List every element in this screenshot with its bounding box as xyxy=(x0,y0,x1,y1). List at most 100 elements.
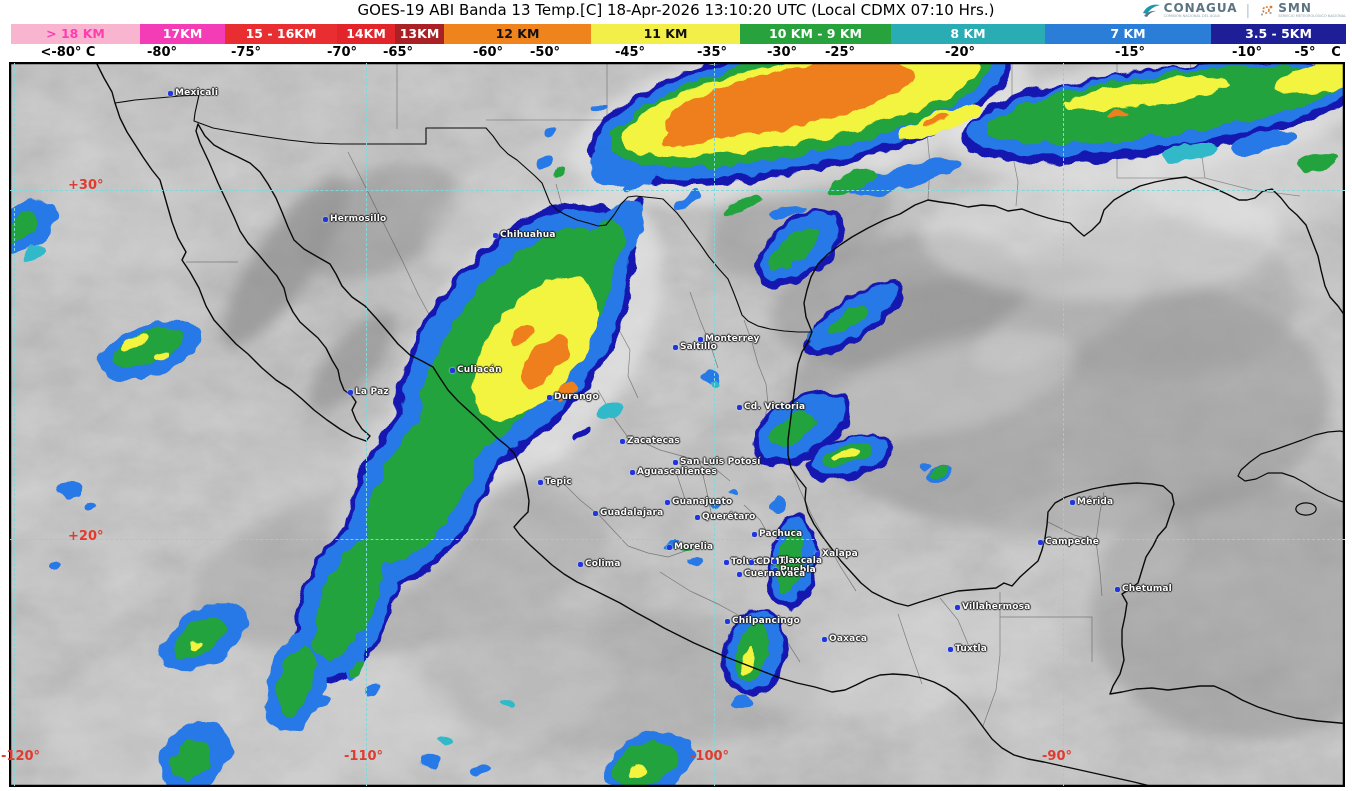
city-marker-icon xyxy=(724,559,729,565)
city-name: San Luis Potosí xyxy=(680,457,761,467)
city-marker-icon xyxy=(323,216,328,222)
temperature-label: -60° xyxy=(473,45,503,60)
conagua-logo: CONAGUA COMISIÓN NACIONAL DEL AGUA xyxy=(1141,2,1238,19)
city-label: Aguascalientes xyxy=(630,467,717,477)
city-name: Aguascalientes xyxy=(637,467,717,477)
city-label: Chetumal xyxy=(1115,584,1172,594)
smn-logo: SMN SERVICIO METEOROLÓGICO NACIONAL xyxy=(1258,2,1346,19)
temperature-label: -70° xyxy=(327,45,357,60)
altitude-segment: 7 KM xyxy=(1045,24,1211,44)
city-label: Campeche xyxy=(1038,537,1099,547)
city-name: Saltillo xyxy=(680,342,717,352)
smn-sublabel: SERVICIO METEOROLÓGICO NACIONAL xyxy=(1278,14,1346,18)
city-name: Querétaro xyxy=(702,512,756,522)
temperature-label: -50° xyxy=(530,45,560,60)
city-label: Guanajuato xyxy=(665,497,732,507)
city-label: Pachuca xyxy=(752,529,802,539)
altitude-segment: 3.5 - 5KM xyxy=(1211,24,1346,44)
conagua-label: CONAGUA xyxy=(1163,1,1238,15)
city-label: Tuxtla xyxy=(948,644,987,654)
city-label: Hermosillo xyxy=(323,214,386,224)
city-label: Puebla xyxy=(773,565,816,575)
city-marker-icon xyxy=(593,510,598,516)
city-name: Oaxaca xyxy=(829,634,868,644)
city-marker-icon xyxy=(752,531,757,537)
city-marker-icon xyxy=(695,514,700,520)
temperature-label: -25° xyxy=(825,45,855,60)
city-label: Querétaro xyxy=(695,512,756,522)
city-name: Cuernavaca xyxy=(744,569,806,579)
city-label: Cuernavaca xyxy=(737,569,805,579)
city-marker-icon xyxy=(673,459,678,465)
altitude-segment: 10 KM - 9 KM xyxy=(740,24,891,44)
altitude-segment: 17KM xyxy=(140,24,225,44)
logo-separator: | xyxy=(1245,2,1251,19)
city-marker-icon xyxy=(815,551,820,557)
city-marker-icon xyxy=(698,336,703,342)
longitude-gridline xyxy=(14,63,15,786)
city-name: La Paz xyxy=(355,387,389,397)
city-name: Tepic xyxy=(545,477,572,487)
temperature-scale-labels: <-80° C -80° -75° -70° -65° -60° -50° -45° -35° -… xyxy=(0,45,1352,60)
us-mexico-border xyxy=(114,94,813,333)
city-label: Mexicali xyxy=(168,88,218,98)
coordinate-label: -100° xyxy=(690,749,730,764)
city-label: Zacatecas xyxy=(620,436,680,446)
temperature-label: -80° xyxy=(147,45,177,60)
city-name: Cd. Victoria xyxy=(744,402,806,412)
city-name: Guanajuato xyxy=(672,497,733,507)
city-name: Campeche xyxy=(1045,537,1100,547)
city-marker-icon xyxy=(1070,499,1075,505)
city-label: Chilpancingo xyxy=(725,616,800,626)
city-marker-icon xyxy=(948,646,953,652)
coastline-borders xyxy=(95,62,1345,787)
temperature-label: -5° xyxy=(1294,45,1316,60)
pacific-baja-coastline xyxy=(95,62,1155,787)
altitude-segment: 8 KM xyxy=(891,24,1045,44)
temperature-label: -10° xyxy=(1232,45,1262,60)
city-marker-icon xyxy=(773,567,778,573)
city-label: Cd. Victoria xyxy=(737,402,805,412)
city-marker-icon xyxy=(578,561,583,567)
page-title: GOES-19 ABI Banda 13 Temp.[C] 18-Apr-202… xyxy=(357,1,995,19)
longitude-gridline xyxy=(366,63,367,786)
city-marker-icon xyxy=(822,636,827,642)
city-name: Tuxtla xyxy=(955,644,988,654)
city-label: Saltillo xyxy=(673,342,717,352)
altitude-segment: > 18 KM xyxy=(11,24,140,44)
temperature-label: -75° xyxy=(231,45,261,60)
longitude-gridline xyxy=(1063,63,1064,786)
temperature-label: -65° xyxy=(383,45,413,60)
city-label: Toluca xyxy=(724,557,764,567)
city-marker-icon xyxy=(667,544,672,550)
city-label: Tlaxcala xyxy=(772,556,822,566)
temperature-label: <-80° C xyxy=(40,45,96,60)
altitude-segment: 15 - 16KM xyxy=(225,24,337,44)
smn-label: SMN xyxy=(1278,1,1312,15)
temperature-label: -20° xyxy=(945,45,975,60)
coordinate-label: -90° xyxy=(1042,749,1072,764)
city-marker-icon xyxy=(749,559,754,565)
city-name: Zacatecas xyxy=(627,436,680,446)
city-name: Mérida xyxy=(1077,497,1114,507)
city-name: Pachuca xyxy=(759,529,803,539)
city-marker-icon xyxy=(168,90,173,96)
latitude-gridline xyxy=(10,539,1345,540)
city-marker-icon xyxy=(493,232,498,238)
city-label: Tepic xyxy=(538,477,572,487)
city-marker-icon xyxy=(620,438,625,444)
agency-logos: CONAGUA COMISIÓN NACIONAL DEL AGUA | SMN… xyxy=(1141,2,1346,19)
city-name: Monterrey xyxy=(705,334,760,344)
city-label: Villahermosa xyxy=(955,602,1030,612)
coordinate-label: -120° xyxy=(1,749,41,764)
temperature-label: C xyxy=(1331,45,1341,60)
coordinate-label: +30° xyxy=(68,178,104,193)
city-name: Guadalajara xyxy=(600,508,664,518)
city-marker-icon xyxy=(1115,586,1120,592)
city-label: Xalapa xyxy=(815,549,858,559)
city-name: Chihuahua xyxy=(500,230,556,240)
temperature-label: -35° xyxy=(697,45,727,60)
